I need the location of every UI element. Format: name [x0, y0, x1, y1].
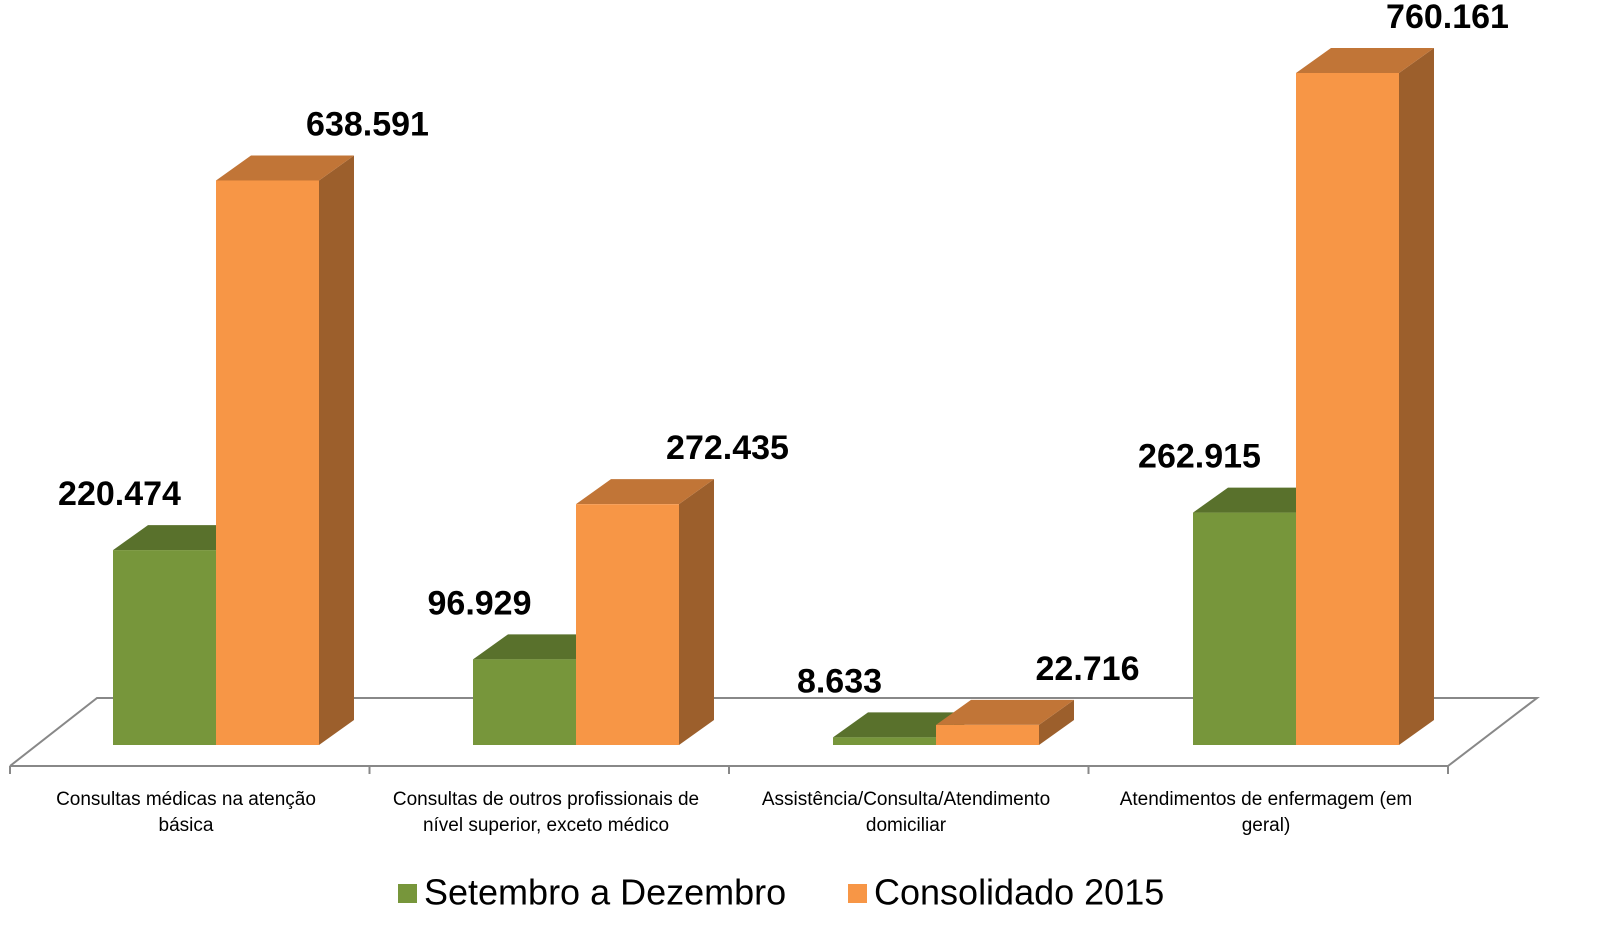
bar-side — [1039, 699, 1074, 745]
bar-side — [1399, 48, 1434, 745]
bar — [936, 724, 1039, 745]
floor-outline — [9, 697, 1540, 767]
bar-top — [576, 479, 714, 505]
category-label: Atendimentos de enfermagem (em geral) — [1119, 789, 1413, 836]
bar — [473, 659, 576, 745]
bar — [1193, 512, 1296, 745]
value-label: 96.929 — [428, 584, 532, 622]
bar-side — [679, 479, 714, 745]
bar — [576, 504, 679, 745]
bar-top — [936, 699, 1074, 725]
bar — [216, 180, 319, 745]
bar — [1296, 73, 1399, 745]
category-label: Consultas médicas na atenção básica — [56, 789, 316, 836]
value-label: 760.161 — [1386, 0, 1509, 36]
value-label: 220.474 — [58, 475, 181, 513]
category-label: Assistência/Consulta/Atendimento domicil… — [761, 789, 1051, 836]
value-label: 272.435 — [666, 429, 789, 467]
legend-swatch — [848, 884, 867, 903]
bar — [833, 737, 936, 745]
value-label: 638.591 — [306, 105, 429, 143]
legend-label: Consolidado 2015 — [874, 872, 1164, 913]
value-label: 8.633 — [797, 662, 882, 700]
value-label: 22.716 — [1036, 650, 1140, 688]
legend-swatch — [398, 884, 417, 903]
legend-label: Setembro a Dezembro — [424, 872, 786, 913]
bar-top — [1296, 48, 1434, 73]
bar-top — [216, 155, 354, 181]
bar — [113, 550, 216, 745]
bar-side — [319, 155, 354, 745]
category-label: Consultas de outros profissionais de nív… — [392, 789, 700, 836]
value-label: 262.915 — [1138, 438, 1261, 476]
